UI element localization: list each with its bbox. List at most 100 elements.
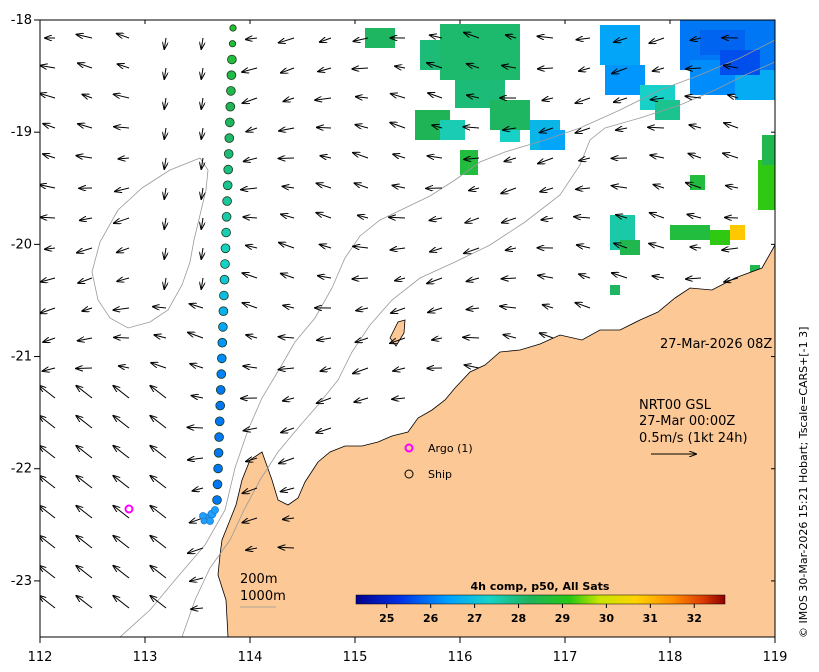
current-vector: [246, 548, 258, 550]
current-vector: [76, 368, 93, 369]
current-vector: [150, 536, 167, 549]
current-vector: [187, 427, 204, 428]
current-vector: [283, 518, 295, 519]
current-vector: [246, 245, 258, 248]
current-vector: [164, 217, 166, 229]
x-tick-label: 114: [238, 650, 263, 665]
current-vector: [241, 188, 258, 190]
current-vector: [317, 183, 332, 189]
current-vector: [76, 156, 93, 158]
current-vector: [150, 566, 167, 579]
current-vector: [614, 98, 628, 102]
current-vector: [151, 363, 167, 369]
track-point: [214, 432, 224, 442]
current-vector: [649, 37, 665, 43]
current-vector: [464, 33, 480, 39]
current-vector: [687, 214, 702, 218]
current-vector: [463, 127, 480, 128]
y-tick-label: -19: [11, 125, 32, 140]
sst-patch: [610, 285, 620, 295]
current-vector: [432, 338, 443, 340]
track-point: [226, 70, 237, 80]
current-vector: [465, 217, 480, 223]
current-vector: [164, 67, 166, 79]
sst-patches: [365, 20, 775, 295]
colorbar-tick-label: 25: [379, 612, 394, 625]
current-vector: [389, 217, 406, 218]
current-vector: [724, 278, 739, 282]
sst-patch: [750, 265, 760, 273]
argo-legend-icon: [404, 443, 414, 453]
sst-patch: [500, 130, 520, 142]
current-vector: [188, 547, 204, 553]
current-vectors: [40, 33, 739, 610]
current-vector: [540, 188, 554, 192]
current-vector: [114, 337, 130, 338]
y-tick-label: -20: [11, 237, 32, 252]
current-vector: [283, 398, 295, 401]
track-cluster: [199, 506, 219, 525]
current-vector: [467, 95, 480, 98]
current-vector: [201, 277, 203, 289]
current-vector: [188, 458, 204, 460]
current-vector: [201, 97, 203, 109]
y-tick-label: -21: [11, 350, 32, 365]
ship-track: [212, 24, 237, 505]
current-vector: [576, 188, 591, 189]
track-point: [225, 101, 236, 112]
current-vector: [686, 183, 702, 189]
current-vector: [540, 333, 554, 339]
current-vector: [119, 366, 130, 368]
current-vector: [243, 303, 258, 309]
current-vector: [463, 337, 480, 338]
track-point: [215, 385, 226, 395]
current-vector: [244, 158, 258, 161]
current-vector: [430, 35, 443, 38]
ship-legend-label: Ship: [428, 468, 452, 481]
current-vector: [164, 97, 166, 109]
track-point: [217, 353, 227, 364]
current-vector: [150, 386, 167, 399]
colorbar-tick-label: 31: [643, 612, 658, 625]
current-vector: [113, 308, 130, 310]
current-vector: [689, 125, 702, 128]
current-vector: [728, 95, 739, 98]
track-point: [224, 133, 235, 143]
current-vector: [164, 157, 166, 169]
x-axis: 112 113 114 115 116 117 118 119: [28, 20, 787, 665]
current-vector: [40, 416, 56, 429]
current-vector: [577, 38, 591, 40]
current-vector: [243, 217, 258, 218]
track-point: [222, 196, 232, 206]
current-vector: [113, 596, 130, 609]
current-vector: [502, 217, 517, 223]
current-vector: [41, 66, 56, 69]
current-vector: [353, 367, 369, 373]
current-vector: [430, 218, 443, 220]
current-vector: [317, 338, 332, 340]
current-vector: [392, 398, 406, 399]
current-vector: [201, 157, 203, 169]
current-vector: [579, 158, 591, 161]
current-vector: [320, 38, 332, 42]
current-vector: [430, 248, 443, 252]
sst-patch: [762, 135, 775, 165]
track-point: [221, 227, 231, 238]
current-vector: [40, 217, 56, 218]
current-vector: [352, 68, 369, 69]
current-vector: [391, 248, 406, 250]
sst-patch: [460, 150, 478, 175]
current-vector: [279, 337, 295, 338]
current-vector: [614, 243, 628, 248]
colorbar: [355, 594, 726, 605]
current-vector: [279, 243, 295, 249]
land-mass: [217, 244, 775, 637]
x-tick-label: 112: [28, 650, 53, 665]
current-vector: [690, 247, 702, 248]
current-vector: [279, 158, 295, 159]
current-vector: [279, 457, 295, 463]
current-vector: [317, 397, 332, 403]
current-vector: [506, 35, 517, 38]
current-vector: [40, 307, 56, 313]
current-vector: [467, 278, 480, 281]
